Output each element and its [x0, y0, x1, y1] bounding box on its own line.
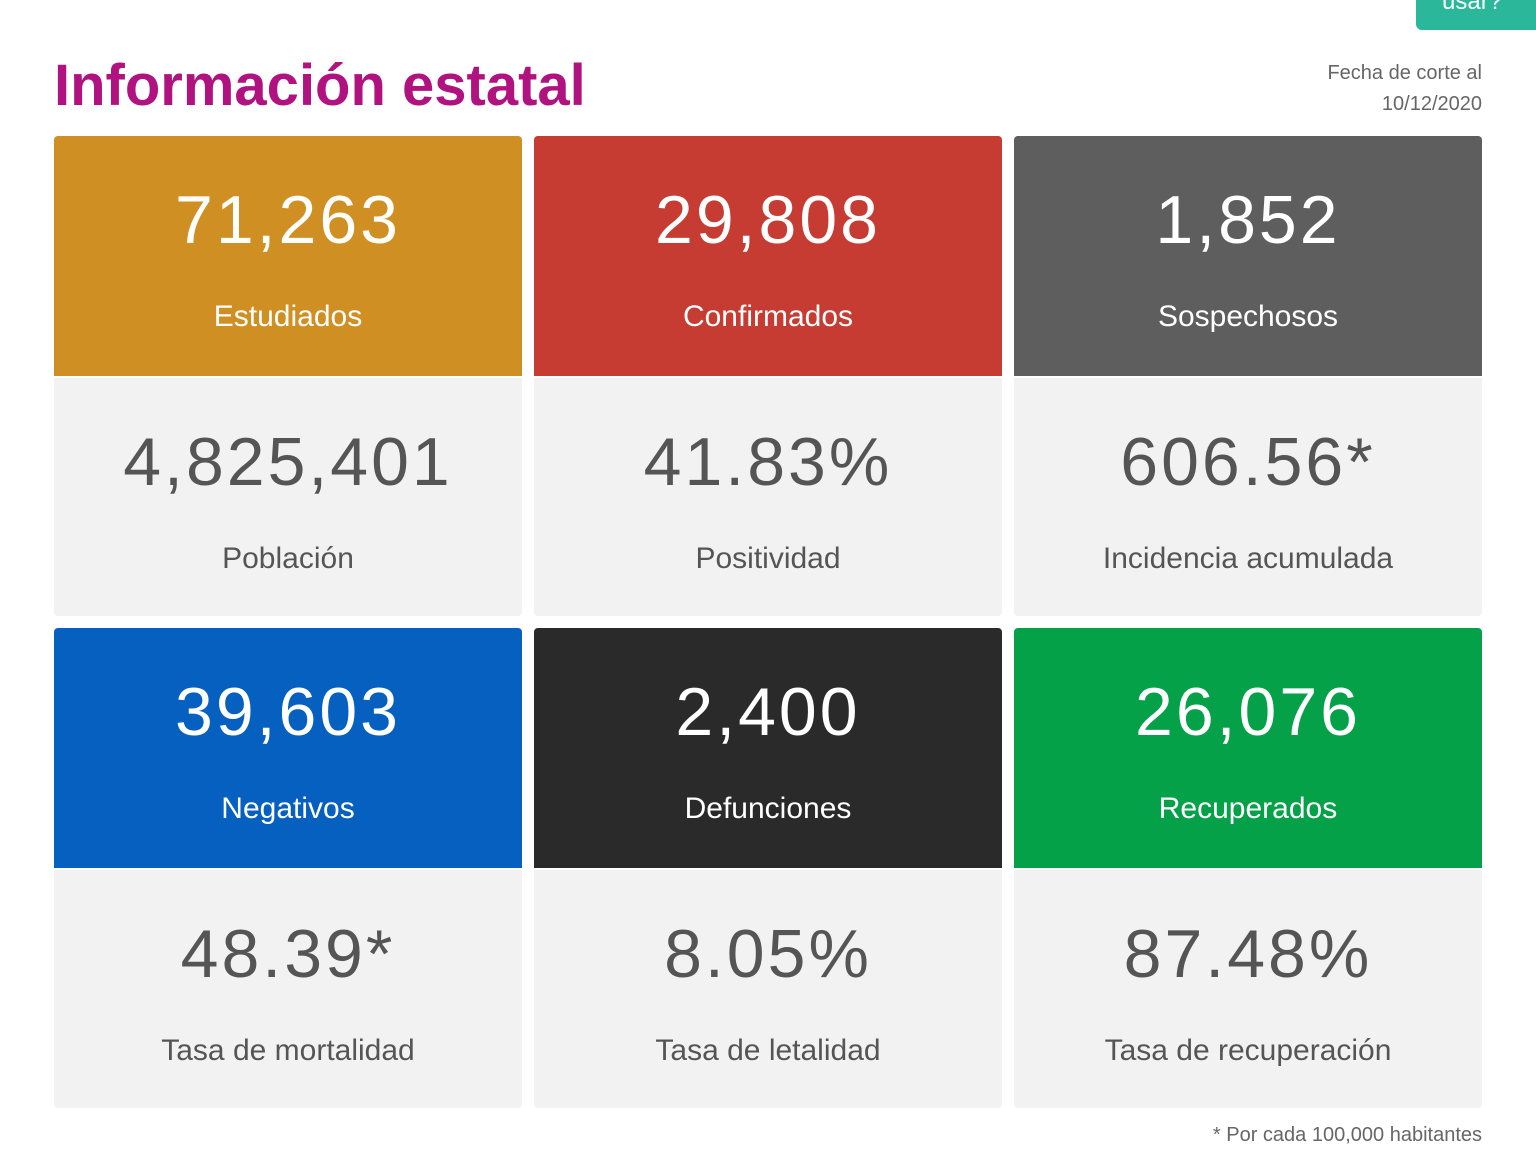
stat-label: Recuperados — [1158, 792, 1338, 825]
date-line: 10/12/2020 — [1381, 93, 1482, 115]
stat-card: 8.05% Tasa de letalidad — [534, 870, 1002, 1108]
stat-value: 26,076 — [1135, 674, 1361, 750]
stat-label: Sospechosos — [1157, 300, 1339, 333]
stat-label: Negativos — [221, 792, 355, 825]
stat-label: Población — [222, 542, 354, 575]
stat-value: 29,808 — [655, 182, 881, 258]
stat-label: Positividad — [695, 542, 841, 575]
stat-label: Defunciones — [684, 792, 852, 825]
stat-card: 71,263 Estudiados — [54, 136, 522, 376]
stat-value: 2,400 — [675, 674, 861, 750]
cutoff-date: Fecha de corte al 10/12/2020 — [1327, 58, 1482, 120]
stat-card: 39,603 Negativos — [54, 628, 522, 868]
stat-value: 4,825,401 — [123, 424, 453, 500]
stat-value: 41.83% — [643, 424, 893, 500]
stat-label: Estudiados — [213, 300, 363, 333]
stat-card: 26,076 Recuperados — [1014, 628, 1482, 868]
stat-value: 606.56* — [1120, 424, 1376, 500]
stat-label: Tasa de letalidad — [655, 1034, 881, 1067]
stat-label: Tasa de recuperación — [1104, 1034, 1392, 1067]
stat-value: 48.39* — [180, 916, 396, 992]
stat-value: 71,263 — [175, 182, 401, 258]
stat-card: 2,400 Defunciones — [534, 628, 1002, 868]
stat-card: 29,808 Confirmados — [534, 136, 1002, 376]
stat-card: 606.56* Incidencia acumulada — [1014, 378, 1482, 616]
stat-label: Incidencia acumulada — [1102, 542, 1394, 575]
stat-card: 41.83% Positividad — [534, 378, 1002, 616]
footnote: * Por cada 100,000 habitantes — [1212, 1124, 1482, 1146]
stat-label: Tasa de mortalidad — [161, 1034, 415, 1067]
date-line: Fecha de corte al — [1327, 62, 1482, 84]
stat-card: 87.48% Tasa de recuperación — [1014, 870, 1482, 1108]
stat-value: 87.48% — [1123, 916, 1373, 992]
stat-card: 4,825,401 Población — [54, 378, 522, 616]
stat-label: Confirmados — [682, 300, 854, 333]
stat-value: 1,852 — [1155, 182, 1341, 258]
stat-value: 8.05% — [664, 916, 872, 992]
page-title: Información estatal — [54, 53, 586, 118]
stat-value: 39,603 — [175, 674, 401, 750]
stat-card: 1,852 Sospechosos — [1014, 136, 1482, 376]
stat-card: 48.39* Tasa de mortalidad — [54, 870, 522, 1108]
help-button[interactable]: usar? — [1416, 0, 1536, 30]
